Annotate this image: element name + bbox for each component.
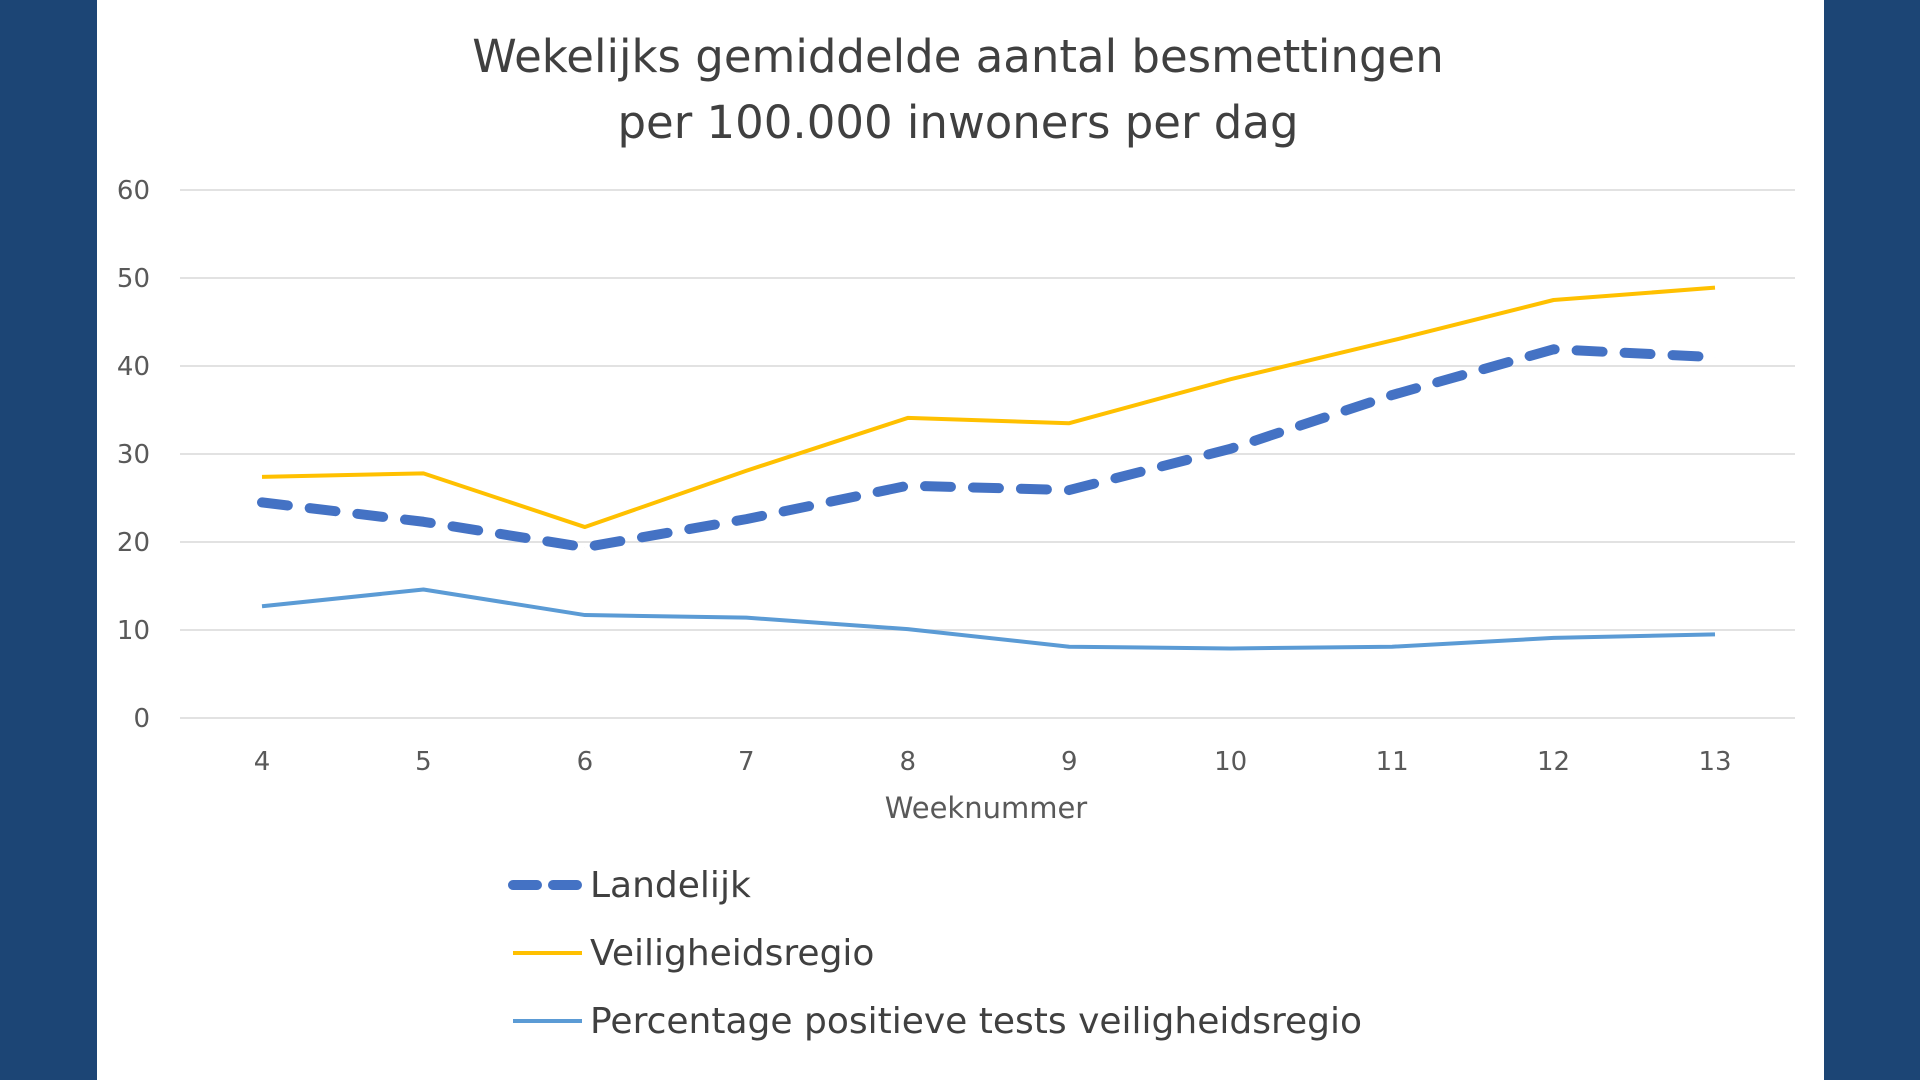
- x-tick-label: 4: [254, 747, 271, 777]
- chart-title-line-1: Wekelijks gemiddelde aantal besmettingen: [472, 30, 1443, 83]
- x-tick-label: 13: [1698, 747, 1731, 777]
- x-tick-label: 12: [1537, 747, 1570, 777]
- x-axis-title: Weeknummer: [885, 791, 1088, 825]
- x-tick-label: 9: [1061, 747, 1078, 777]
- series-line-percentage-positieve-tests: [261, 587, 1716, 651]
- x-tick-label: 11: [1376, 747, 1409, 777]
- x-tick-label: 10: [1214, 747, 1247, 777]
- y-tick-label: 60: [117, 176, 150, 206]
- legend-label: Percentage positieve tests veiligheidsre…: [590, 1001, 1362, 1042]
- chart-title: Wekelijks gemiddelde aantal besmettingen…: [472, 30, 1443, 149]
- slide-panel: [97, 0, 1824, 1080]
- x-tick-label: 6: [577, 747, 594, 777]
- gridlines: [180, 189, 1795, 719]
- y-tick-label: 10: [117, 616, 150, 646]
- legend: Landelijk Veiligheidsregio Percentage posi…: [508, 865, 1362, 1042]
- x-tick-label: 7: [738, 747, 755, 777]
- x-tick-label: 5: [415, 747, 432, 777]
- x-tick-label: 8: [900, 747, 917, 777]
- y-tick-label: 20: [117, 528, 150, 558]
- y-axis-ticks: 0 10 20 30 40 50 60: [117, 176, 150, 734]
- chart-title-line-2: per 100.000 inwoners per dag: [617, 96, 1298, 149]
- x-axis-ticks: 4 5 6 7 8 9 10 11 12 13: [254, 747, 1732, 777]
- series-line-veiligheidsregio: [261, 285, 1716, 530]
- series-line-landelijk: [257, 344, 1720, 553]
- legend-label: Veiligheidsregio: [590, 933, 874, 974]
- legend-label: Landelijk: [590, 865, 751, 906]
- series-lines: [257, 285, 1720, 651]
- y-tick-label: 0: [133, 704, 150, 734]
- y-tick-label: 40: [117, 352, 150, 382]
- y-tick-label: 30: [117, 440, 150, 470]
- y-tick-label: 50: [117, 264, 150, 294]
